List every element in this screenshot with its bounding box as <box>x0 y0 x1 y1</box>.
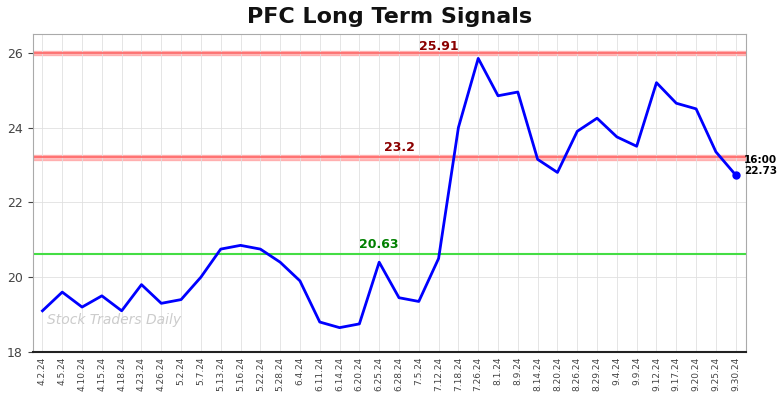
Bar <box>33 155 746 160</box>
Text: 20.63: 20.63 <box>359 238 399 251</box>
Title: PFC Long Term Signals: PFC Long Term Signals <box>246 7 532 27</box>
Bar <box>33 51 746 55</box>
Text: Stock Traders Daily: Stock Traders Daily <box>47 313 181 327</box>
Text: 16:00
22.73: 16:00 22.73 <box>744 155 777 176</box>
Text: 23.2: 23.2 <box>383 141 415 154</box>
Text: 25.91: 25.91 <box>419 40 459 53</box>
